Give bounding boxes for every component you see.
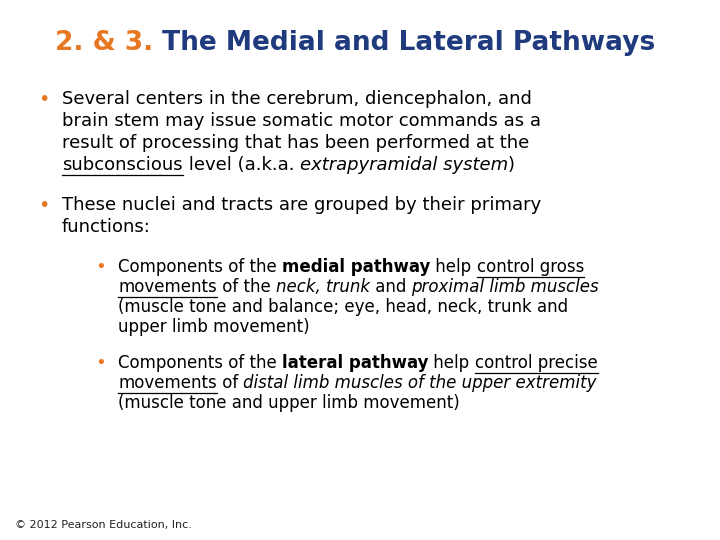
Text: brain stem may issue somatic motor commands as a: brain stem may issue somatic motor comma… xyxy=(62,112,541,130)
Text: Components of the: Components of the xyxy=(118,258,282,276)
Text: 2. & 3.: 2. & 3. xyxy=(55,30,153,56)
Text: Components of the: Components of the xyxy=(118,354,282,372)
Text: •: • xyxy=(95,354,106,372)
Text: •: • xyxy=(38,90,50,109)
Text: Several centers in the cerebrum, diencephalon, and: Several centers in the cerebrum, diencep… xyxy=(62,90,532,108)
Text: lateral pathway: lateral pathway xyxy=(282,354,428,372)
Text: neck, trunk: neck, trunk xyxy=(276,278,370,296)
Text: control gross: control gross xyxy=(477,258,584,276)
Text: result of processing that has been performed at the: result of processing that has been perfo… xyxy=(62,134,529,152)
Text: distal limb muscles of the upper extremity: distal limb muscles of the upper extremi… xyxy=(243,374,597,392)
Text: The Medial and Lateral Pathways: The Medial and Lateral Pathways xyxy=(153,30,655,56)
Text: help: help xyxy=(431,258,477,276)
Text: (muscle tone and balance; eye, head, neck, trunk and: (muscle tone and balance; eye, head, nec… xyxy=(118,298,568,316)
Text: movements: movements xyxy=(118,374,217,392)
Text: functions:: functions: xyxy=(62,218,151,236)
Text: and: and xyxy=(370,278,411,296)
Text: subconscious: subconscious xyxy=(62,156,183,174)
Text: •: • xyxy=(95,258,106,276)
Text: help: help xyxy=(428,354,475,372)
Text: (muscle tone and upper limb movement): (muscle tone and upper limb movement) xyxy=(118,394,460,412)
Text: upper limb movement): upper limb movement) xyxy=(118,318,310,336)
Text: •: • xyxy=(38,196,50,215)
Text: of: of xyxy=(217,374,243,392)
Text: © 2012 Pearson Education, Inc.: © 2012 Pearson Education, Inc. xyxy=(15,520,192,530)
Text: ): ) xyxy=(508,156,515,174)
Text: control precise: control precise xyxy=(475,354,598,372)
Text: level (a.k.a.: level (a.k.a. xyxy=(183,156,300,174)
Text: of the: of the xyxy=(217,278,276,296)
Text: proximal limb muscles: proximal limb muscles xyxy=(411,278,599,296)
Text: medial pathway: medial pathway xyxy=(282,258,431,276)
Text: movements: movements xyxy=(118,278,217,296)
Text: These nuclei and tracts are grouped by their primary: These nuclei and tracts are grouped by t… xyxy=(62,196,541,214)
Text: extrapyramidal system: extrapyramidal system xyxy=(300,156,508,174)
